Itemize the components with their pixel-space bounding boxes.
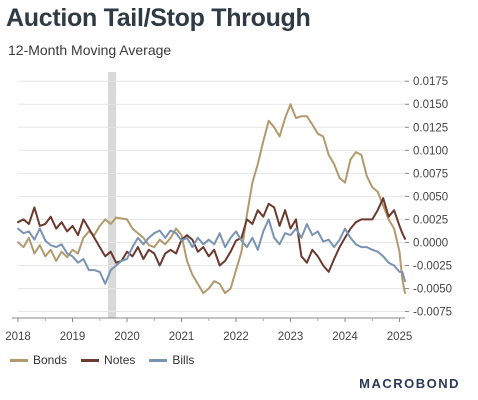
y-tick-label: -0.0075 bbox=[413, 307, 452, 319]
x-tick-label: 2023 bbox=[278, 331, 304, 343]
chart-legend: Bonds Notes Bills bbox=[10, 353, 208, 367]
series-line-notes bbox=[17, 197, 406, 273]
legend-swatch-bonds bbox=[10, 358, 28, 362]
y-tick-label: 0.0025 bbox=[413, 214, 448, 226]
legend-item-bills: Bills bbox=[149, 353, 194, 367]
series-line-bonds bbox=[17, 103, 406, 295]
legend-label-notes: Notes bbox=[104, 353, 136, 367]
x-tick-label: 2020 bbox=[114, 331, 140, 343]
y-tick-label: 0.0050 bbox=[413, 191, 448, 203]
y-tick-label: -0.0025 bbox=[413, 260, 452, 272]
shaded-band bbox=[107, 72, 117, 318]
y-tick-label: 0.0150 bbox=[413, 99, 448, 111]
x-tick-label: 2021 bbox=[169, 331, 195, 343]
y-tick-label: 0.0100 bbox=[413, 145, 448, 157]
legend-label-bills: Bills bbox=[172, 353, 195, 367]
x-tick-label: 2025 bbox=[387, 331, 413, 343]
macrobond-logo: MACROBOND bbox=[359, 376, 460, 391]
series-line-bills bbox=[17, 218, 406, 285]
legend-swatch-notes bbox=[81, 358, 100, 362]
y-tick-label: -0.0050 bbox=[413, 284, 452, 296]
y-tick-label: 0.0175 bbox=[413, 76, 448, 88]
chart-title: Auction Tail/Stop Through bbox=[6, 4, 311, 32]
y-tick-label: 0.0125 bbox=[413, 122, 448, 134]
x-tick-label: 2019 bbox=[60, 331, 86, 343]
legend-swatch-bills bbox=[149, 358, 168, 362]
x-tick-label: 2018 bbox=[5, 331, 31, 343]
x-tick-label: 2024 bbox=[332, 331, 358, 343]
legend-item-bonds: Bonds bbox=[10, 353, 67, 367]
legend-item-notes: Notes bbox=[81, 353, 135, 367]
chart-subtitle: 12-Month Moving Average bbox=[8, 42, 172, 58]
x-tick-label: 2022 bbox=[223, 331, 249, 343]
y-tick-label: 0.0000 bbox=[413, 237, 448, 249]
y-tick-label: 0.0075 bbox=[413, 168, 448, 180]
legend-label-bonds: Bonds bbox=[33, 353, 68, 367]
